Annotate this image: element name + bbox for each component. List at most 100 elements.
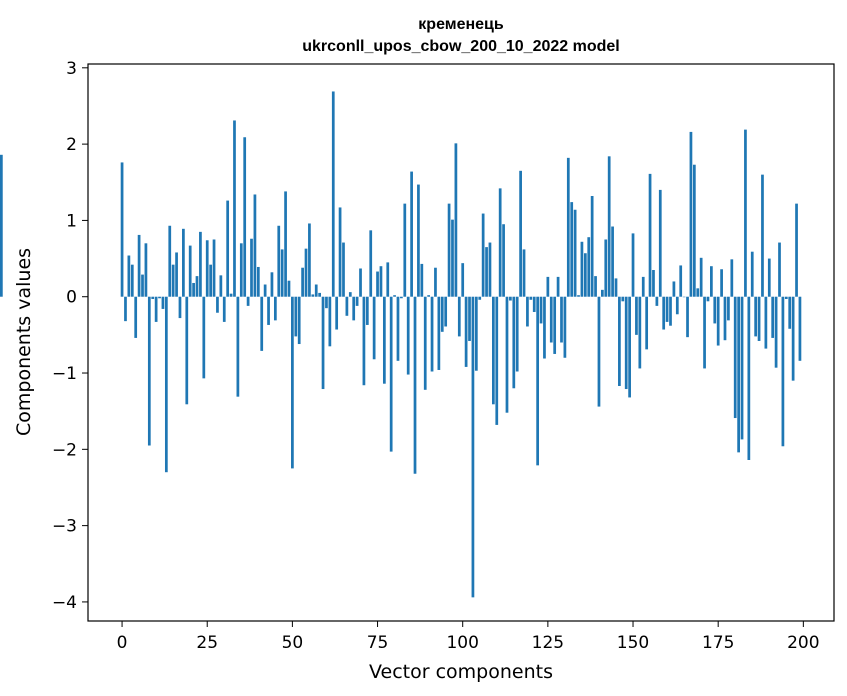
bar: [754, 296, 758, 337]
bar: [556, 276, 560, 297]
bar: [130, 264, 134, 297]
bar: [335, 296, 339, 330]
bar: [273, 296, 277, 321]
bar: [764, 296, 768, 349]
bar: [771, 296, 775, 338]
bar: [733, 296, 737, 419]
bar: [655, 296, 659, 306]
bar: [233, 120, 236, 297]
bar: [212, 239, 216, 297]
bar: [430, 296, 434, 372]
bar: [154, 296, 158, 322]
bar: [587, 237, 591, 297]
bar: [474, 296, 478, 371]
bar: [672, 281, 676, 297]
bar: [560, 296, 563, 343]
bar: [226, 200, 230, 297]
bar: [795, 203, 798, 297]
bar: [423, 296, 427, 390]
bar: [287, 280, 291, 297]
bar: [413, 296, 417, 474]
chart-title-line-2: ukrconll_upos_cbow_200_10_2022 model: [302, 38, 619, 55]
bar: [348, 292, 352, 297]
bar: [158, 296, 161, 299]
bar: [164, 296, 168, 473]
bar: [393, 295, 396, 297]
bar: [178, 296, 182, 319]
bar: [253, 194, 257, 297]
bar: [314, 284, 318, 297]
bar: [440, 296, 444, 332]
bar: [280, 249, 284, 297]
bar: [311, 294, 315, 297]
bar: [502, 224, 505, 297]
bar: [260, 296, 264, 351]
bar: [761, 174, 764, 297]
bar: [784, 296, 788, 300]
bar: [723, 296, 727, 341]
bar-series: [0, 91, 802, 598]
bar: [675, 296, 679, 315]
bar: [437, 296, 441, 370]
bar: [607, 156, 611, 297]
bar: [359, 268, 362, 297]
y-tick-label: 1: [66, 211, 77, 231]
bar: [703, 296, 706, 369]
bar: [628, 296, 631, 398]
bar: [689, 131, 693, 297]
bar: [246, 296, 250, 306]
bar: [778, 242, 781, 297]
bar: [699, 257, 703, 297]
bar: [175, 252, 178, 297]
bar: [161, 296, 165, 309]
bar: [188, 245, 192, 297]
bar: [202, 296, 206, 379]
x-tick-label: 175: [702, 633, 734, 653]
bar: [284, 191, 287, 297]
bar: [696, 288, 700, 297]
bar: [451, 219, 454, 297]
bar: [532, 296, 536, 312]
chart-title-line-1: кременець: [418, 16, 504, 33]
bar: [505, 296, 509, 413]
bar: [147, 296, 151, 446]
bar: [737, 296, 740, 453]
bar: [604, 239, 608, 297]
bar: [400, 296, 403, 299]
bar: [580, 241, 584, 297]
bar: [209, 264, 212, 297]
x-axis-ticks: 0 25 50 75 100 125 150 175 200: [117, 621, 820, 653]
bar: [488, 242, 492, 297]
bar: [679, 265, 683, 297]
bar: [243, 137, 247, 297]
bar: [601, 289, 604, 297]
bar: [345, 296, 349, 316]
bar: [563, 296, 567, 358]
y-tick-label: 2: [66, 135, 77, 155]
bar: [267, 296, 270, 325]
bar: [182, 228, 185, 297]
x-tick-label: 0: [117, 633, 128, 653]
bar: [199, 231, 202, 297]
x-tick-label: 100: [446, 633, 478, 653]
bar: [641, 276, 645, 297]
bar: [386, 262, 390, 297]
bar: [577, 295, 580, 297]
bar: [662, 296, 666, 330]
bar: [376, 271, 379, 297]
bar: [478, 296, 482, 300]
bar: [546, 276, 550, 297]
bar: [529, 296, 533, 300]
bar: [420, 263, 424, 297]
bar: [495, 296, 499, 425]
bar: [389, 296, 393, 452]
x-tick-label: 50: [282, 633, 304, 653]
bar: [372, 296, 376, 360]
bar: [325, 296, 328, 309]
bar: [539, 296, 543, 324]
bar: [277, 225, 281, 297]
bar: [331, 91, 335, 297]
bar: [301, 267, 304, 297]
bar: [229, 293, 233, 297]
